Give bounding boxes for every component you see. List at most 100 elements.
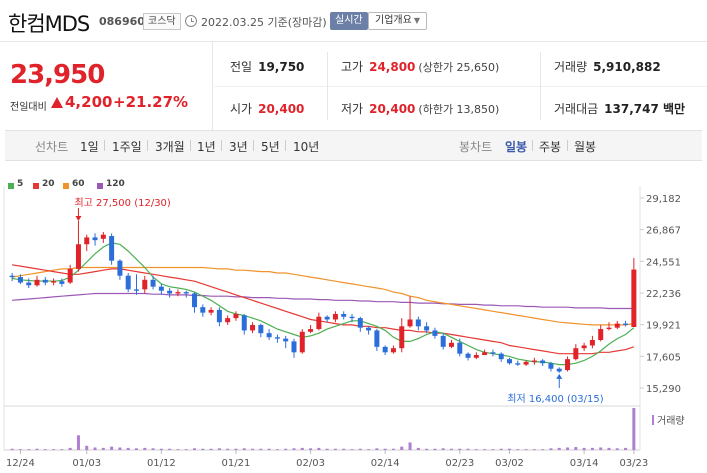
volume-bar: [110, 446, 114, 450]
upper-limit: (상한가 25,650): [418, 61, 500, 74]
volume-bar: [499, 448, 503, 450]
stat-value: 20,400: [369, 102, 416, 116]
x-tick-label: 01/12: [147, 458, 176, 469]
candle-body: [258, 324, 264, 334]
volume-bar: [367, 449, 371, 450]
period-weekly[interactable]: 주봉: [539, 140, 562, 154]
period-1d[interactable]: 1일: [80, 140, 99, 154]
period-monthly[interactable]: 월봉: [574, 140, 597, 154]
candlestick-chart: 5 20 60 120 29,182 26,867 24,551 22,236 19,9…: [0, 162, 707, 473]
candle-body: [291, 341, 297, 353]
candle-body: [482, 352, 488, 356]
ma60-line: [12, 266, 634, 326]
candle-body: [581, 345, 587, 349]
candle-body: [399, 326, 405, 349]
y-tick-label: 19,921: [646, 321, 681, 332]
volume-bar: [126, 447, 130, 450]
volume-bar: [524, 449, 528, 450]
candle-body: [407, 319, 413, 327]
period-5y[interactable]: 5년: [261, 140, 280, 154]
volume-bar: [159, 448, 163, 450]
volume-bar: [217, 448, 221, 450]
candle-body: [34, 279, 40, 286]
candle-body: [92, 237, 98, 241]
stat-amount: 거래대금 137,747 백만: [554, 100, 685, 117]
change-percent: +21.27%: [113, 93, 189, 111]
x-tick-label: 03/02: [495, 458, 524, 469]
chart-canvas: 29,182 26,867 24,551 22,236 19,921 17,605 15,2…: [3, 186, 685, 469]
volume-bar: [466, 448, 470, 450]
candle-body: [515, 363, 521, 365]
volume-bar: [599, 447, 603, 450]
legend-ma120: 120: [106, 179, 125, 189]
period-separator: [253, 140, 254, 151]
candle-chart-label: 봉차트: [459, 140, 493, 154]
volume-bar: [275, 449, 279, 450]
volume-bar: [242, 448, 246, 450]
volume-bar: [118, 447, 122, 450]
company-info-dropdown[interactable]: 기업개요 ▼: [368, 12, 427, 30]
stat-label: 거래대금: [554, 102, 599, 116]
candle-body: [75, 244, 81, 269]
x-tick-label: 01/21: [222, 458, 251, 469]
candle-body: [26, 282, 32, 286]
volume-bar: [18, 449, 22, 450]
volume-bar: [93, 447, 97, 450]
realtime-button[interactable]: 실시간: [330, 12, 368, 30]
candle-body: [266, 333, 272, 338]
volume-bar: [458, 448, 462, 450]
period-separator: [190, 140, 191, 151]
legend-swatch-ma5: [8, 183, 14, 189]
volume-bar: [234, 448, 238, 450]
stat-volume: 거래량 5,910,882: [554, 58, 661, 75]
volume-bar: [508, 448, 512, 450]
candle-body: [631, 269, 637, 328]
volume-bar: [582, 447, 586, 450]
stats-divider: [214, 86, 707, 87]
candle-body: [17, 277, 23, 283]
volume-bar: [416, 447, 420, 450]
market-badge: 코스닥: [143, 13, 181, 30]
candle-body: [548, 363, 554, 369]
volume-bar: [184, 449, 188, 450]
candle-body: [349, 316, 355, 319]
period-3y[interactable]: 3년: [229, 140, 248, 154]
volume-bar: [85, 445, 89, 450]
candle-body: [158, 286, 164, 291]
stat-low: 저가 20,400 (하한가 13,850): [341, 100, 499, 117]
period-1y[interactable]: 1년: [197, 140, 216, 154]
stats-separator: [327, 52, 328, 120]
change-label: 전일대비: [10, 102, 47, 113]
period-10y[interactable]: 10년: [293, 140, 320, 154]
volume-bar: [267, 448, 271, 450]
candle-body: [366, 327, 372, 331]
volume-bar: [143, 447, 147, 450]
candle-body: [308, 329, 314, 332]
volume-bar: [226, 448, 230, 450]
candle-body: [623, 323, 629, 325]
candle-body: [299, 331, 305, 353]
stat-value: 5,910,882: [593, 60, 661, 74]
high-annotation: 최고 27,500 (12/30): [74, 197, 170, 209]
volume-bar: [251, 448, 255, 450]
candle-body: [490, 352, 496, 354]
volume-bar: [391, 448, 395, 450]
volume-bar: [408, 442, 412, 450]
candle-body: [133, 289, 139, 291]
period-1w[interactable]: 1주일: [112, 140, 142, 154]
volume-bar: [632, 408, 636, 450]
period-daily[interactable]: 일봉: [505, 140, 528, 154]
volume-bar: [624, 447, 628, 450]
volume-bar: [60, 449, 64, 450]
stock-name: 한컴MDS: [8, 12, 90, 36]
candle-body: [192, 293, 198, 308]
period-separator: [567, 140, 568, 151]
period-3m[interactable]: 3개월: [155, 140, 185, 154]
volume-bar: [532, 449, 536, 450]
legend-ma20: 20: [42, 179, 55, 189]
y-tick-label: 22,236: [646, 289, 681, 300]
current-price: 23,950: [10, 60, 105, 90]
candle-body: [606, 327, 612, 330]
caret-down-icon: ▼: [413, 16, 420, 25]
volume-bar: [193, 448, 197, 450]
